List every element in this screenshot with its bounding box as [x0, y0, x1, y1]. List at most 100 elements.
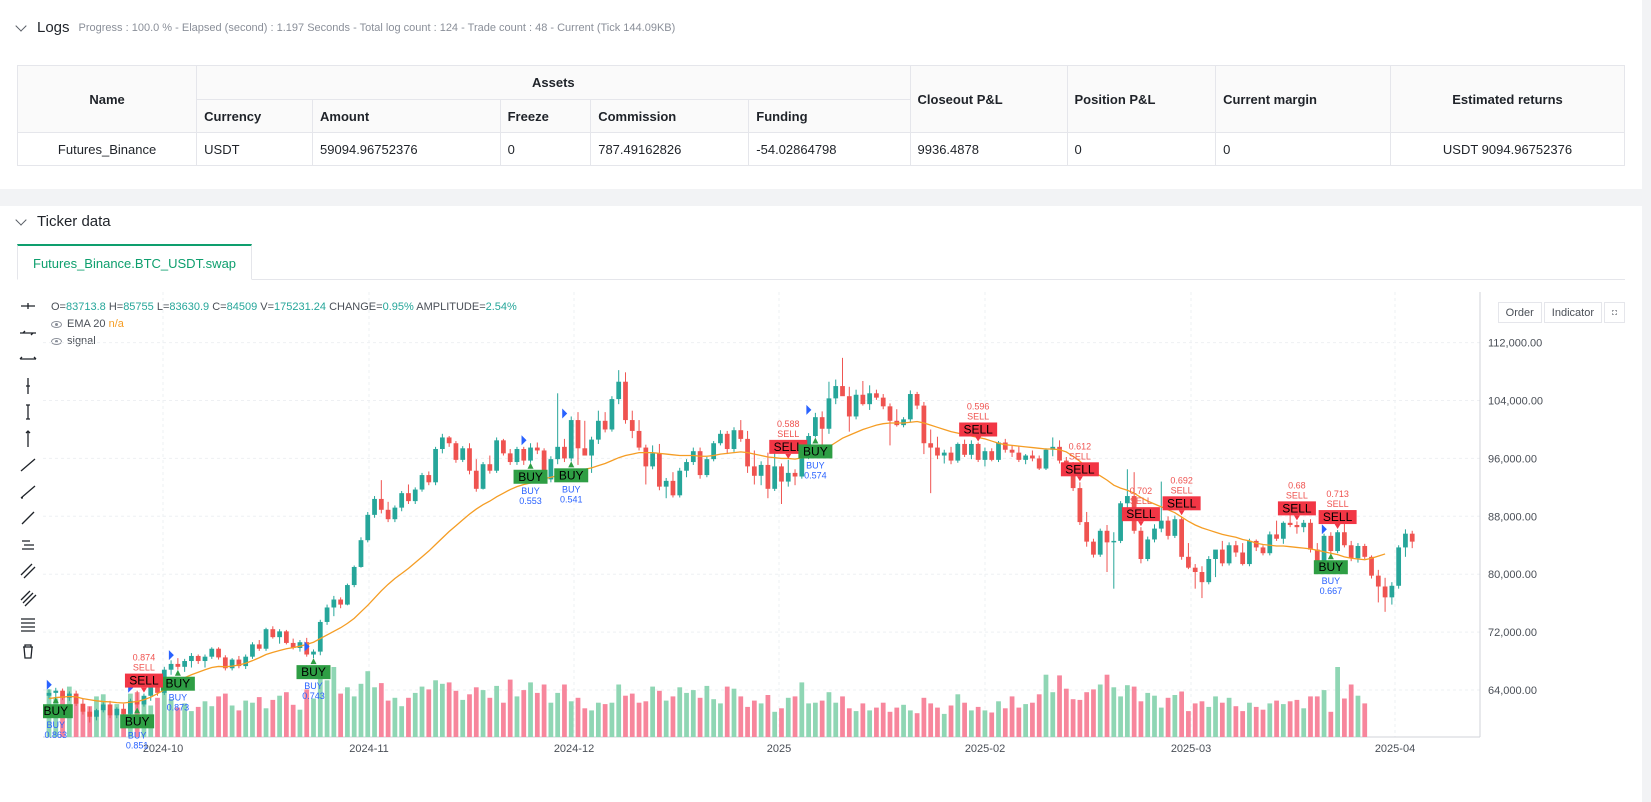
- chart-buttons: Order Indicator: [1496, 302, 1625, 323]
- col-commission: Commission: [590, 99, 750, 133]
- candle-body: [643, 447, 649, 467]
- sell-arrow: [140, 687, 147, 693]
- volume-bar: [962, 702, 967, 737]
- candle-body: [1152, 528, 1157, 540]
- chevron-down-icon[interactable]: [15, 19, 27, 32]
- candle-body: [901, 419, 906, 426]
- order-button[interactable]: Order: [1497, 302, 1542, 323]
- candle-body: [738, 430, 744, 439]
- volume-bar: [365, 671, 371, 737]
- volume-bar: [738, 696, 744, 737]
- horizontal-line-icon[interactable]: [17, 323, 41, 343]
- ray-line-icon[interactable]: [17, 482, 41, 502]
- volume-bar: [236, 710, 242, 737]
- volume-bar: [1131, 686, 1137, 737]
- price-chart[interactable]: 64,000.00 72,000.00 80,000.00 88,000.00 96,0…: [43, 292, 1563, 772]
- indicator-button[interactable]: Indicator: [1543, 302, 1602, 323]
- crosshair-icon[interactable]: [17, 296, 41, 316]
- fib-channel-icon[interactable]: [17, 588, 41, 608]
- candle-body: [799, 456, 805, 477]
- expand-button[interactable]: [1604, 302, 1625, 323]
- candle-body: [840, 386, 845, 397]
- candle-body: [880, 397, 886, 407]
- volume-bar: [907, 710, 913, 737]
- candle-body: [1213, 549, 1218, 559]
- candle-body: [1043, 449, 1049, 469]
- candle-body: [236, 659, 242, 667]
- volume-bar: [534, 692, 540, 737]
- parallel-channel-icon[interactable]: [17, 561, 41, 581]
- chevron-down-icon[interactable]: [15, 213, 27, 226]
- sell-label: SELL: [1282, 501, 1312, 515]
- vertical-ray-icon[interactable]: [17, 429, 41, 449]
- fib-retracement-icon[interactable]: [17, 614, 41, 634]
- volume-bar: [494, 685, 499, 737]
- ticker-header[interactable]: Ticker data: [15, 213, 111, 230]
- volume-bar: [372, 687, 377, 737]
- volume-bar: [555, 692, 561, 737]
- sell-label: SELL: [1323, 510, 1353, 524]
- candle-body: [290, 642, 296, 648]
- volume-bar: [1240, 711, 1246, 737]
- volume-bar: [690, 690, 696, 737]
- volume-bar: [1294, 699, 1300, 737]
- segment-line-icon[interactable]: [17, 508, 41, 528]
- volume-bar: [772, 711, 778, 737]
- buy-label-box: [43, 704, 73, 719]
- candle-body: [399, 493, 405, 508]
- vertical-line-icon[interactable]: [17, 376, 41, 396]
- candle-body: [100, 704, 106, 711]
- candle-body: [718, 433, 723, 444]
- signal-legend[interactable]: signal: [51, 335, 96, 347]
- ema-legend[interactable]: EMA 20 n/a: [51, 318, 124, 330]
- candle-body: [1362, 545, 1368, 557]
- amplitude-value: 2.54%: [485, 301, 517, 313]
- eye-icon[interactable]: [51, 337, 62, 345]
- buy-label: BUY: [166, 677, 191, 691]
- candle-body: [134, 700, 140, 705]
- v-value: 175231.24: [274, 301, 327, 313]
- volume-bar: [629, 693, 635, 737]
- tab-btc-usdt-swap[interactable]: Futures_Binance.BTC_USDT.swap: [17, 244, 253, 280]
- vertical-segment-icon[interactable]: [17, 402, 41, 422]
- h-value: 85755: [123, 301, 154, 313]
- candle-body: [650, 453, 655, 467]
- buy-value: 0.863: [45, 730, 68, 740]
- candle-body: [758, 464, 764, 476]
- price-range-icon[interactable]: [17, 535, 41, 555]
- candle-body: [250, 644, 255, 657]
- buy-label-box: [160, 676, 195, 691]
- candle-body: [1375, 575, 1381, 587]
- col-position-pnl: Position P&L: [1066, 65, 1217, 133]
- cell-funding: -54.02864798: [748, 132, 911, 166]
- volume-bar: [1036, 694, 1042, 737]
- v-label: V=: [260, 301, 275, 313]
- candle-body: [148, 686, 154, 696]
- trend-line-icon[interactable]: [17, 455, 41, 475]
- volume-bar: [724, 686, 730, 737]
- candle-body: [1111, 540, 1117, 543]
- volume-bar: [1050, 692, 1056, 737]
- cell-position-pnl: 0: [1066, 132, 1217, 166]
- volume-bar: [982, 710, 988, 737]
- horizontal-ray-icon[interactable]: [17, 349, 41, 369]
- cell-commission: 787.49162826: [590, 132, 750, 166]
- x-tick-label: 2025-02: [965, 743, 1005, 755]
- candle-body: [636, 430, 642, 448]
- logs-header[interactable]: Logs Progress : 100.0 % - Elapsed (secon…: [15, 19, 675, 36]
- candle-body: [779, 466, 784, 482]
- candle-body: [1036, 458, 1042, 469]
- candle-body: [751, 466, 757, 476]
- volume-bar: [894, 707, 900, 737]
- sell-label-box: [959, 422, 998, 437]
- candle-body: [467, 448, 472, 471]
- candle-body: [867, 393, 873, 405]
- sell-sub: SELL: [1327, 499, 1349, 509]
- trash-icon[interactable]: [17, 641, 41, 661]
- candle-body: [128, 700, 133, 714]
- volume-bar: [1158, 707, 1164, 737]
- buy-value: 0.743: [302, 691, 325, 701]
- eye-icon[interactable]: [51, 320, 62, 328]
- volume-bar: [1070, 699, 1076, 737]
- volume-bar: [860, 703, 866, 737]
